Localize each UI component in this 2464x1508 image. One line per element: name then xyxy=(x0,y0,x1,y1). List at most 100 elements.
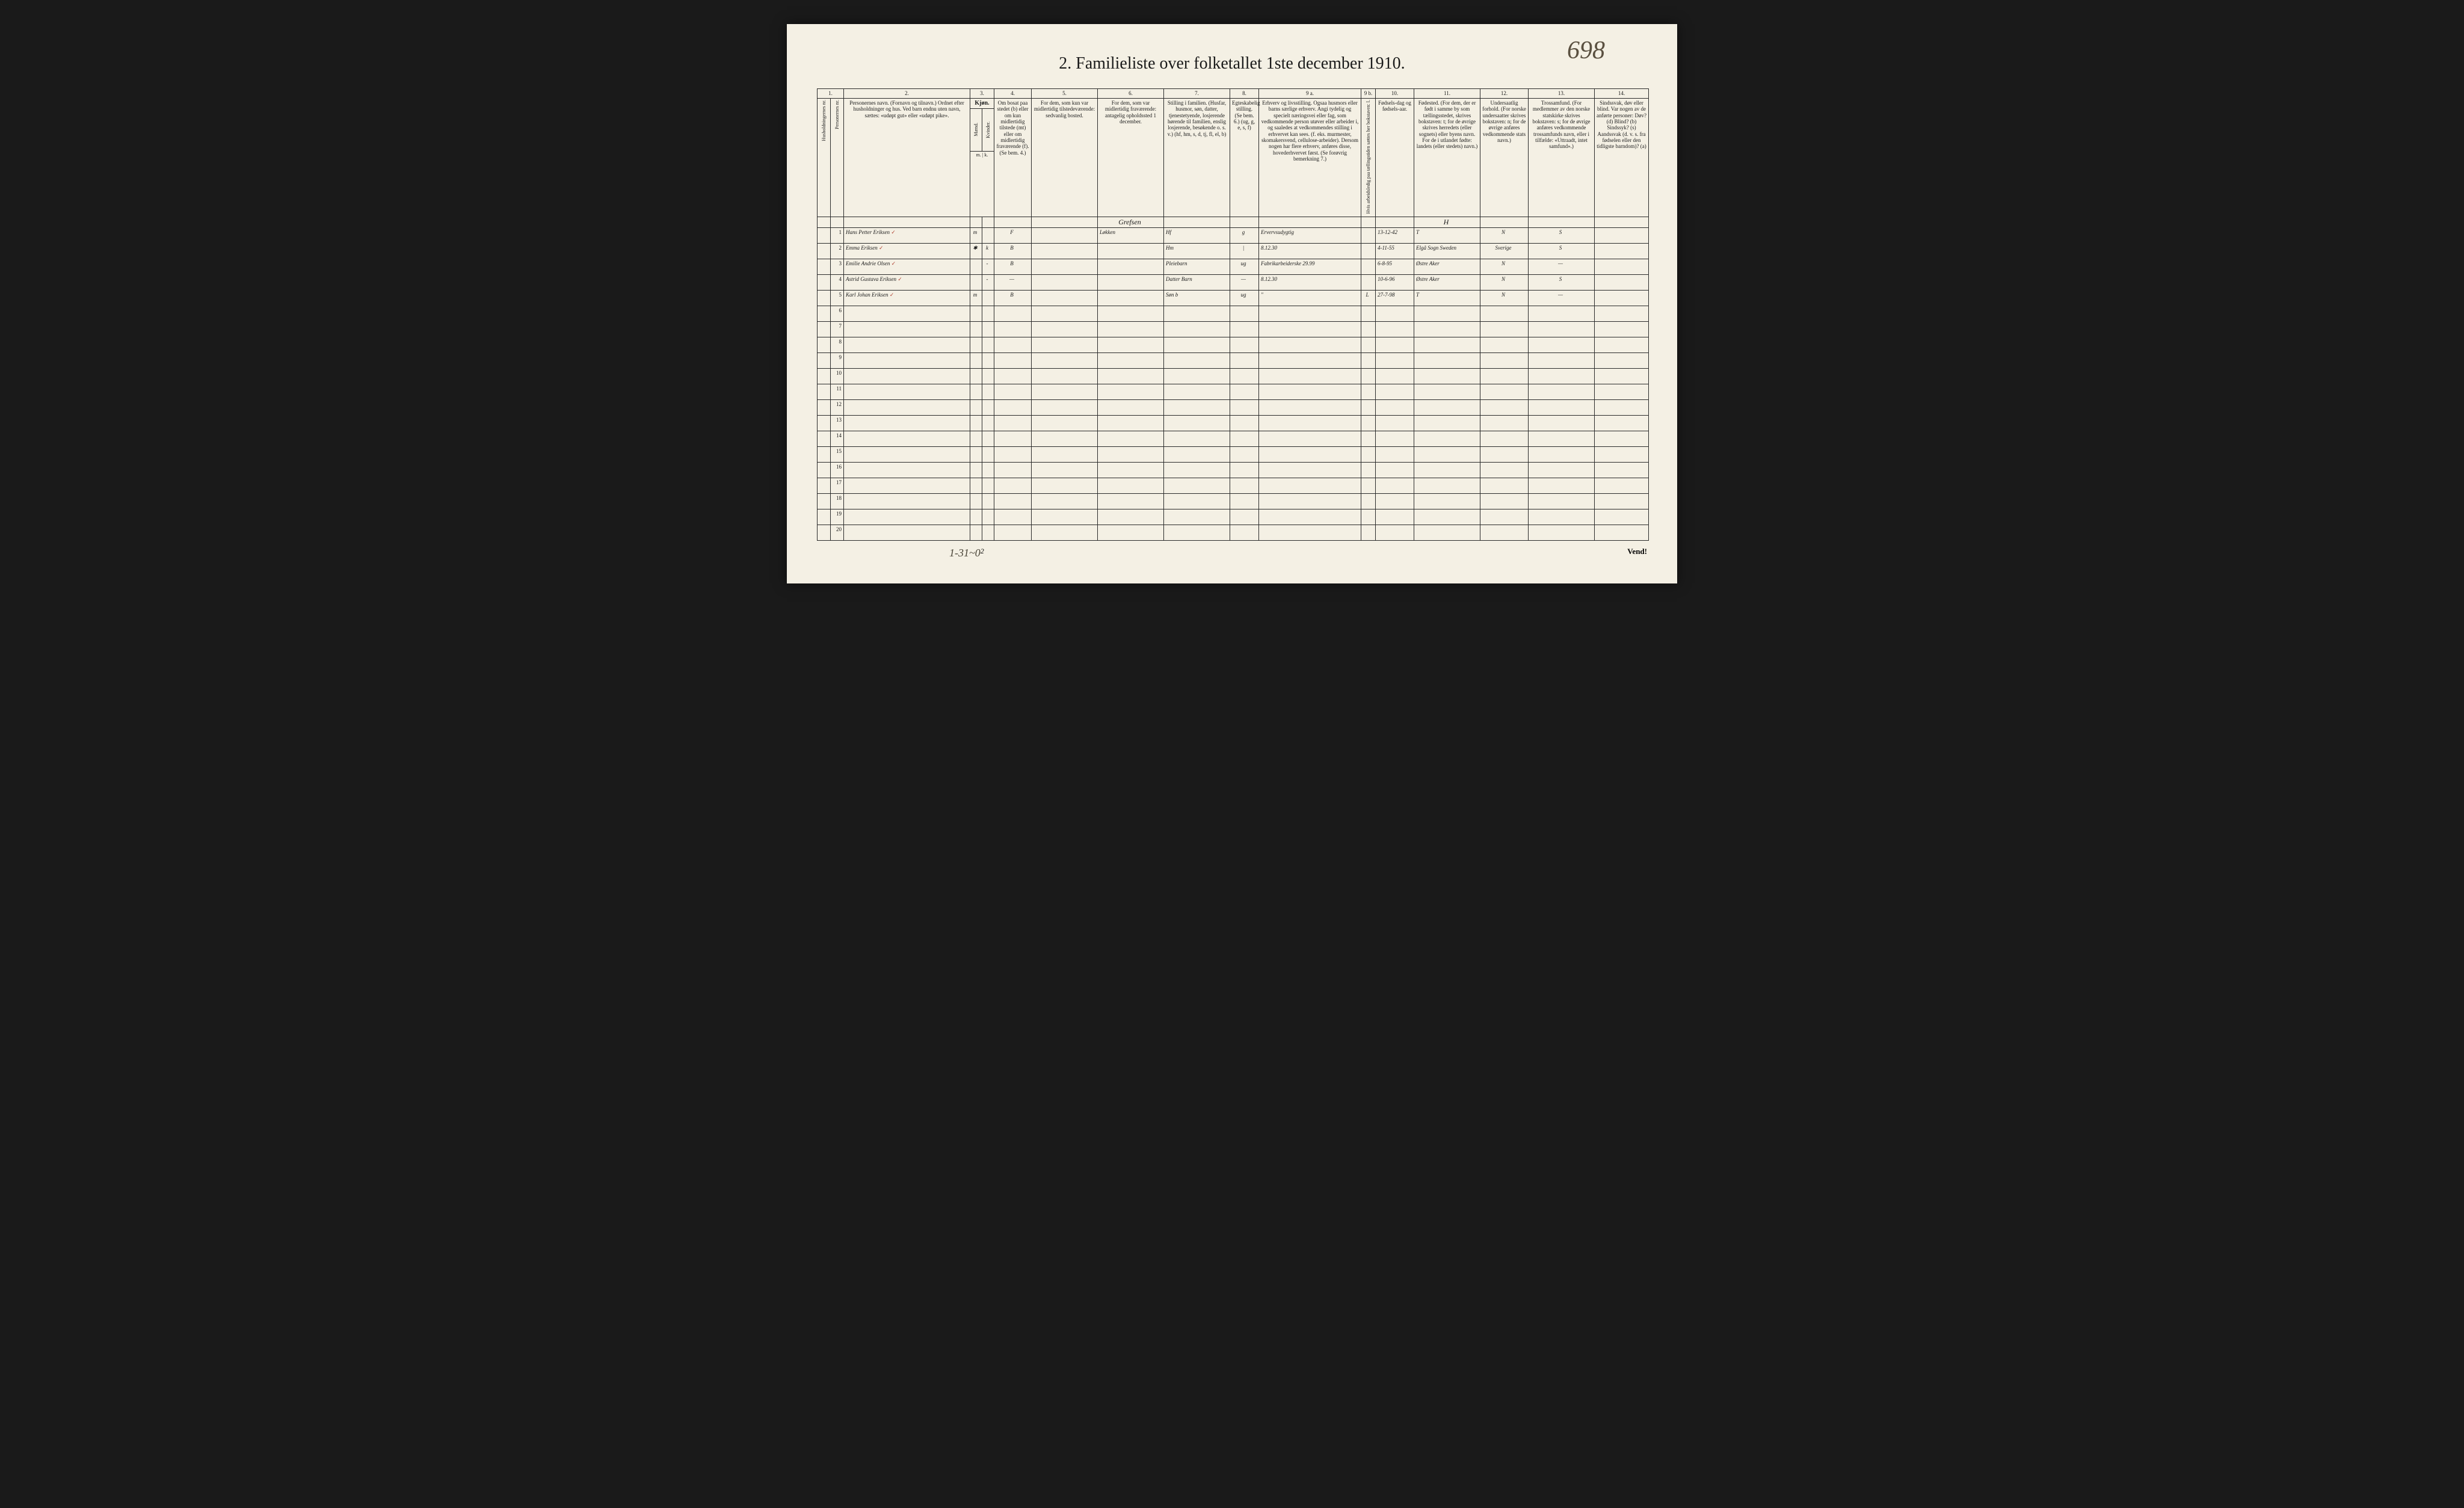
row-number: 17 xyxy=(831,478,844,494)
row-number: 4 xyxy=(831,275,844,291)
data-cell: N xyxy=(1480,291,1529,306)
row-number xyxy=(818,494,831,509)
check-mark-icon: ✓ xyxy=(891,229,896,235)
data-cell: B xyxy=(994,259,1032,275)
data-cell: N xyxy=(1480,228,1529,244)
data-cell xyxy=(1259,337,1361,353)
row-number xyxy=(818,447,831,463)
data-cell xyxy=(970,369,982,384)
data-cell xyxy=(1032,384,1098,400)
data-cell: - xyxy=(982,259,994,275)
data-cell xyxy=(1529,447,1595,463)
data-cell xyxy=(1230,463,1259,478)
data-cell xyxy=(1361,431,1376,447)
data-cell xyxy=(1164,337,1230,353)
data-cell xyxy=(1529,400,1595,416)
data-cell: m xyxy=(970,228,982,244)
row-number xyxy=(818,431,831,447)
row-number: 7 xyxy=(831,322,844,337)
data-cell: — xyxy=(1529,291,1595,306)
data-cell xyxy=(994,416,1032,431)
data-cell: ug xyxy=(1230,291,1259,306)
data-cell xyxy=(1361,306,1376,322)
row-number xyxy=(818,353,831,369)
data-cell: | xyxy=(1230,244,1259,259)
column-number-row: 1. 2. 3. 4. 5. 6. 7. 8. 9 a. 9 b. 10. 11… xyxy=(818,89,1649,99)
data-cell xyxy=(982,384,994,400)
data-cell xyxy=(1376,400,1414,416)
data-cell xyxy=(982,322,994,337)
data-cell xyxy=(1414,306,1480,322)
data-cell xyxy=(1480,306,1529,322)
data-cell xyxy=(1595,228,1649,244)
data-cell xyxy=(1230,494,1259,509)
data-cell xyxy=(970,337,982,353)
data-cell xyxy=(1595,369,1649,384)
data-cell xyxy=(844,337,970,353)
check-mark-icon: ✓ xyxy=(898,276,902,282)
data-cell xyxy=(1032,275,1098,291)
data-cell xyxy=(1376,463,1414,478)
data-cell xyxy=(1032,353,1098,369)
table-row: 6 xyxy=(818,306,1649,322)
row-number xyxy=(818,337,831,353)
data-cell xyxy=(970,447,982,463)
data-cell xyxy=(1480,525,1529,541)
data-cell xyxy=(1230,416,1259,431)
data-cell xyxy=(1529,353,1595,369)
data-cell: L xyxy=(1361,291,1376,306)
data-cell xyxy=(1414,400,1480,416)
data-cell xyxy=(1230,447,1259,463)
data-cell xyxy=(844,384,970,400)
data-cell xyxy=(982,431,994,447)
data-cell xyxy=(1480,478,1529,494)
data-cell xyxy=(1098,306,1164,322)
data-cell xyxy=(1032,463,1098,478)
row-number: 18 xyxy=(831,494,844,509)
data-cell xyxy=(1032,400,1098,416)
data-cell xyxy=(970,384,982,400)
data-cell xyxy=(1529,509,1595,525)
data-cell: g xyxy=(1230,228,1259,244)
data-cell xyxy=(994,337,1032,353)
row-number xyxy=(818,306,831,322)
data-cell xyxy=(970,509,982,525)
table-row: 10 xyxy=(818,369,1649,384)
data-cell: 8.12.30 xyxy=(1259,275,1361,291)
data-cell xyxy=(1098,447,1164,463)
data-cell xyxy=(1595,275,1649,291)
data-cell: — xyxy=(994,275,1032,291)
data-cell xyxy=(982,416,994,431)
data-cell xyxy=(1480,416,1529,431)
data-cell xyxy=(1259,416,1361,431)
data-cell xyxy=(1098,494,1164,509)
hdr-sinds: Sindssvak, døv eller blind. Var nogen av… xyxy=(1595,99,1649,217)
data-cell xyxy=(1230,509,1259,525)
data-cell xyxy=(1376,337,1414,353)
data-cell xyxy=(1259,353,1361,369)
row-number xyxy=(818,478,831,494)
data-cell xyxy=(1480,400,1529,416)
table-row: 14 xyxy=(818,431,1649,447)
data-cell xyxy=(1361,509,1376,525)
data-cell xyxy=(1361,259,1376,275)
data-cell xyxy=(1480,431,1529,447)
data-cell xyxy=(844,463,970,478)
data-cell xyxy=(1376,384,1414,400)
data-cell xyxy=(1414,431,1480,447)
colnum-5: 5. xyxy=(1032,89,1098,99)
data-cell xyxy=(1098,478,1164,494)
data-cell xyxy=(1032,259,1098,275)
data-cell xyxy=(1230,400,1259,416)
data-cell xyxy=(994,384,1032,400)
data-cell xyxy=(1595,478,1649,494)
data-cell xyxy=(970,463,982,478)
data-cell: N xyxy=(1480,259,1529,275)
row-number: 5 xyxy=(831,291,844,306)
census-page: 698 2. Familieliste over folketallet 1st… xyxy=(787,24,1677,583)
data-cell xyxy=(1259,322,1361,337)
hdr-kjon: Kjøn. Mænd. Kvinder. m. | k. xyxy=(970,99,994,217)
hdr-tros: Trossamfund. (For medlemmer av den norsk… xyxy=(1529,99,1595,217)
data-cell xyxy=(1098,275,1164,291)
colnum-8: 8. xyxy=(1230,89,1259,99)
